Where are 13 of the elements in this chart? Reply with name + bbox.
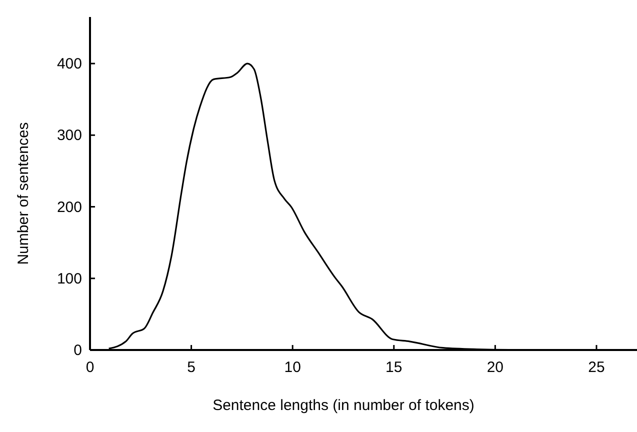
x-tick-label: 15 xyxy=(386,359,402,376)
x-axis-title: Sentence lengths (in number of tokens) xyxy=(212,397,474,414)
y-axis-title: Number of sentences xyxy=(15,122,32,265)
x-tick-label: 5 xyxy=(187,359,196,376)
x-tick-label: 25 xyxy=(588,359,605,376)
y-tick-label: 400 xyxy=(56,56,82,73)
y-tick-label: 300 xyxy=(56,127,82,144)
y-tick-label: 100 xyxy=(56,270,82,288)
x-tick-label: 20 xyxy=(486,359,504,376)
y-tick-label: 0 xyxy=(74,342,82,359)
x-tick-label: 0 xyxy=(86,359,94,376)
y-tick-label: 200 xyxy=(56,198,82,216)
x-tick-label: 10 xyxy=(284,359,301,376)
